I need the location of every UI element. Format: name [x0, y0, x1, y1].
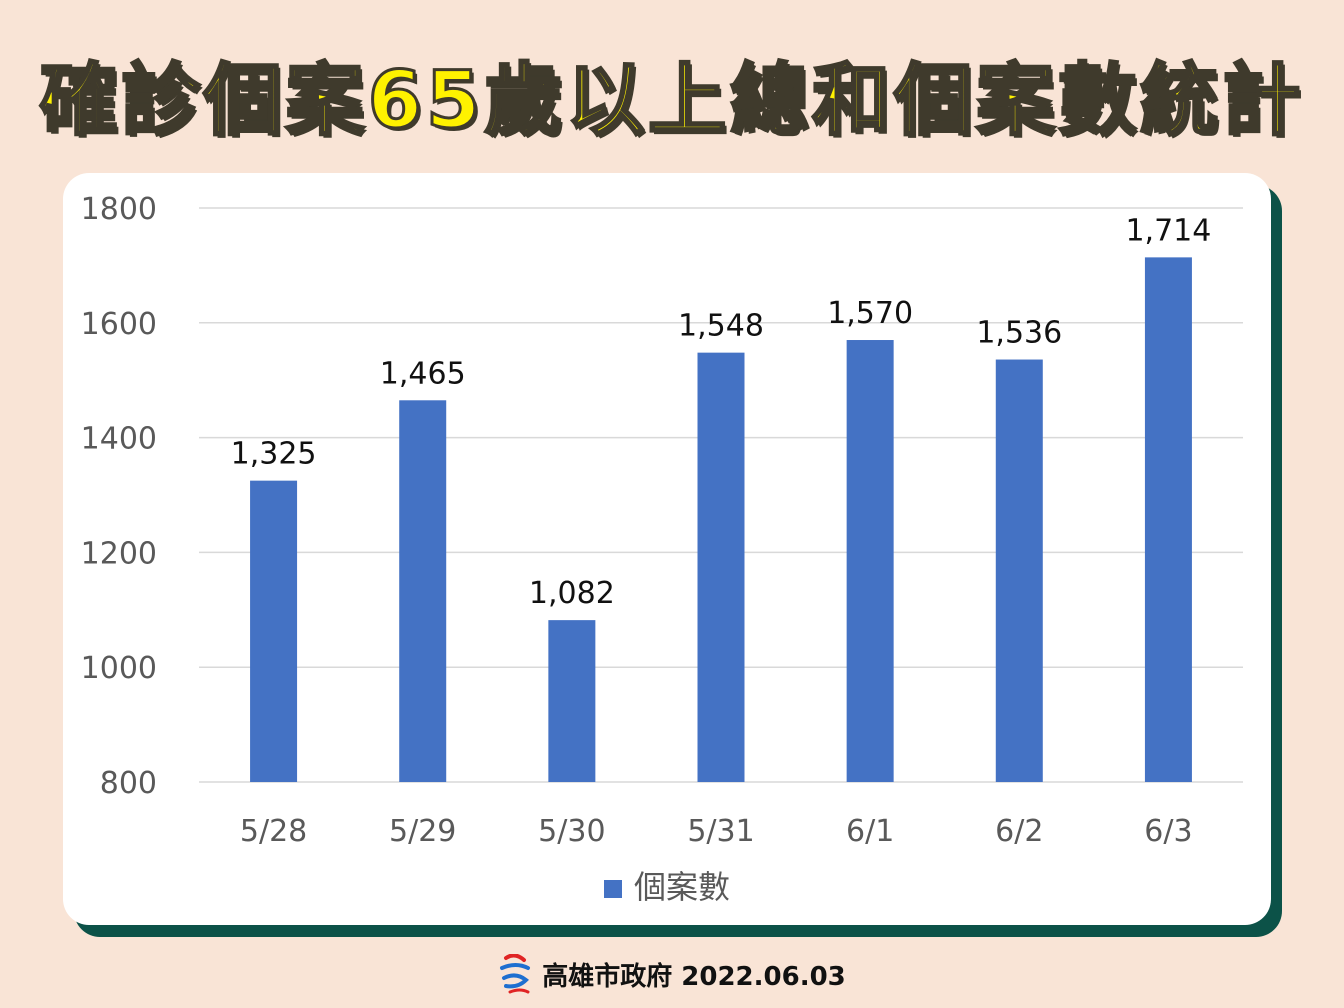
y-tick-label: 1000 [81, 651, 157, 686]
y-tick-label: 1400 [81, 422, 157, 457]
legend-label: 個案數 [634, 868, 730, 906]
y-tick-label: 1600 [81, 307, 157, 342]
bar [697, 352, 745, 782]
y-tick-label: 1200 [81, 536, 157, 571]
x-tick-label: 5/29 [389, 814, 456, 849]
y-tick-label: 800 [100, 766, 157, 801]
data-label: 1,536 [976, 316, 1062, 351]
y-tick-label: 1800 [81, 192, 157, 227]
bar [846, 340, 894, 782]
legend-swatch [604, 880, 622, 898]
bar-chart: 800 1000 1200 1400 1600 1800 1,325 5/28 1,465 5/2… [81, 192, 1243, 906]
data-label: 1,570 [827, 296, 913, 331]
x-tick-label: 6/3 [1144, 814, 1192, 849]
bar [548, 620, 596, 782]
x-tick-label: 5/30 [538, 814, 605, 849]
chart-title: 確診個案65歲以上總和個案數統計 [38, 55, 1305, 148]
x-tick-label: 6/1 [846, 814, 894, 849]
data-label: 1,548 [678, 309, 764, 344]
x-tick-label: 6/2 [995, 814, 1043, 849]
data-label: 1,465 [380, 356, 466, 391]
footer-text: 高雄市政府 2022.06.03 [542, 961, 846, 992]
data-label: 1,714 [1125, 213, 1211, 248]
data-label: 1,082 [529, 576, 615, 611]
kaohsiung-city-logo-icon [500, 954, 531, 994]
bar [399, 400, 447, 782]
bar [995, 359, 1043, 782]
x-tick-label: 5/28 [240, 814, 307, 849]
data-label: 1,325 [231, 437, 317, 472]
bar [250, 480, 298, 782]
bar [1144, 257, 1192, 782]
x-tick-label: 5/31 [687, 814, 754, 849]
chart-card: 800 1000 1200 1400 1600 1800 1,325 5/28 1,465 5/2… [63, 173, 1271, 925]
footer: 高雄市政府 2022.06.03 [0, 954, 1344, 994]
